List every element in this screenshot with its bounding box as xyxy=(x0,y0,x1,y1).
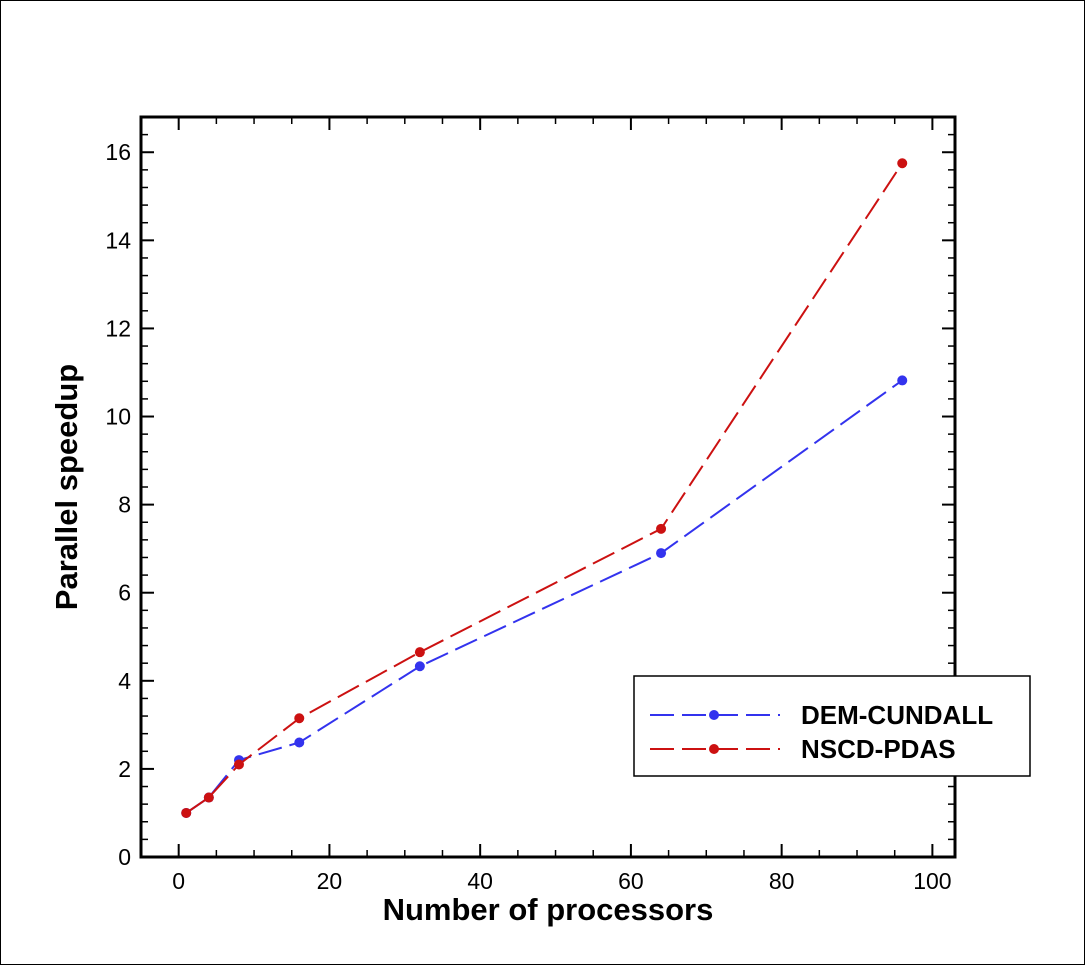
x-tick-label: 60 xyxy=(618,868,644,894)
x-axis-title: Number of processors xyxy=(383,892,714,927)
legend-label-nscd-pdas: NSCD-PDAS xyxy=(801,734,956,764)
data-point-nscd-pdas xyxy=(233,759,244,770)
data-point-dem-cundall xyxy=(294,737,305,748)
data-point-nscd-pdas xyxy=(414,647,425,658)
y-tick-label: 2 xyxy=(118,756,131,782)
legend: DEM-CUNDALL NSCD-PDAS xyxy=(633,675,1031,777)
y-axis-title: Parallel speedup xyxy=(49,364,84,610)
y-tick-label: 4 xyxy=(118,668,131,694)
data-point-nscd-pdas xyxy=(294,713,305,724)
y-tick-label: 14 xyxy=(105,227,131,253)
tick-labels: 0 20 40 60 80 100 0 2 4 6 8 10 12 14 16 xyxy=(105,139,951,894)
data-point-dem-cundall xyxy=(656,548,667,559)
legend-label-dem-cundall: DEM-CUNDALL xyxy=(801,700,993,730)
x-tick-label: 80 xyxy=(769,868,795,894)
x-tick-label: 0 xyxy=(172,868,185,894)
y-tick-label: 10 xyxy=(105,404,131,430)
data-point-nscd-pdas xyxy=(897,158,908,169)
y-tick-label: 16 xyxy=(105,139,131,165)
data-point-nscd-pdas xyxy=(181,807,192,818)
data-point-dem-cundall xyxy=(414,661,425,672)
y-tick-label: 6 xyxy=(118,580,131,606)
x-tick-label: 40 xyxy=(467,868,493,894)
y-tick-label: 8 xyxy=(118,492,131,518)
data-point-nscd-pdas xyxy=(656,523,667,534)
legend-box xyxy=(633,675,1031,777)
x-tick-label: 100 xyxy=(913,868,951,894)
series-layer xyxy=(181,158,908,818)
legend-marker-dem-cundall xyxy=(709,710,719,720)
legend-marker-nscd-pdas xyxy=(709,744,719,754)
data-point-dem-cundall xyxy=(897,375,908,386)
y-tick-label: 12 xyxy=(105,315,131,341)
y-tick-label: 0 xyxy=(118,844,131,870)
data-point-nscd-pdas xyxy=(203,792,214,803)
x-tick-label: 20 xyxy=(317,868,343,894)
plot-area-border xyxy=(139,115,957,859)
